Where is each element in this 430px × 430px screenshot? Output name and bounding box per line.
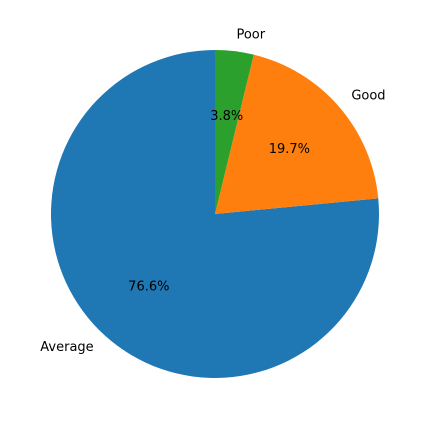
slice-pct-label-poor: 3.8% <box>210 109 243 124</box>
slice-pct-label-good: 19.7% <box>269 142 310 157</box>
pie-slice-average <box>50 50 379 378</box>
slice-label-average: Average <box>40 340 93 355</box>
slice-label-good: Good <box>351 88 385 103</box>
pie-slice-good <box>215 54 379 214</box>
labels-layer: Average 76.6% Good 19.7% Poor 3.8% <box>40 27 385 355</box>
pie-slice-poor <box>215 50 254 214</box>
slice-pct-label-average: 76.6% <box>128 279 169 294</box>
slice-label-poor: Poor <box>236 27 265 42</box>
slices-layer <box>50 50 379 378</box>
